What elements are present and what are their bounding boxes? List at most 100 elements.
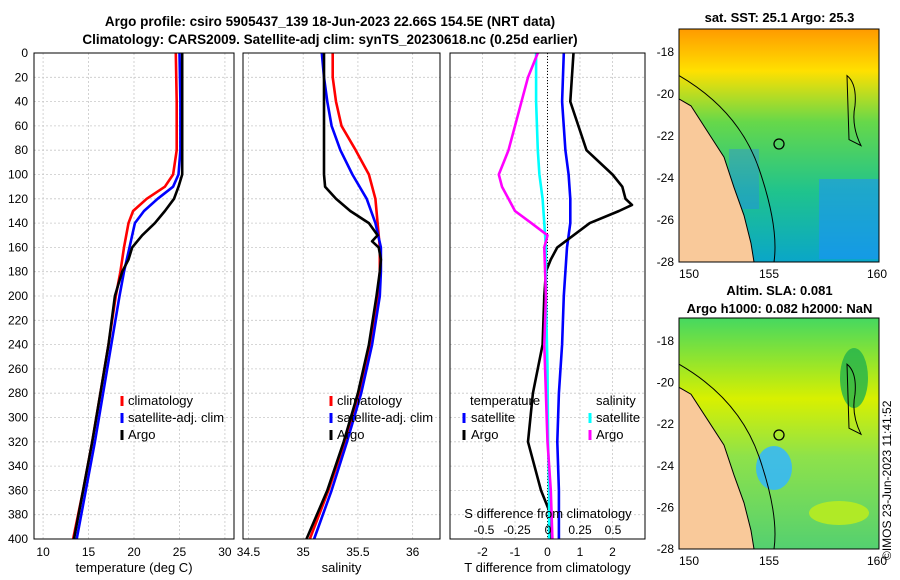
x-axis-label: temperature (deg C): [75, 560, 192, 575]
map-y-tick-label: -24: [657, 171, 675, 185]
depth-tick-label: 0: [21, 46, 28, 60]
x-axis-label: salinity: [322, 560, 362, 575]
map-frame: [678, 317, 880, 550]
map-y-tick-label: -26: [657, 213, 675, 227]
x-tick-label: 35: [297, 545, 311, 559]
map-y-tick-label: -28: [657, 255, 675, 269]
legend-label: satellite-adj. clim: [128, 410, 224, 425]
depth-tick-label: 340: [8, 459, 28, 473]
map-frame: [678, 28, 880, 263]
series-line-temperature-argo: [526, 52, 634, 539]
sla-patch: [809, 501, 869, 525]
x-tick-label: 2: [609, 545, 616, 559]
x-tick-label: 1: [577, 545, 584, 559]
map-x-tick-label: 160: [867, 554, 887, 568]
x-tick-label: 25: [173, 545, 187, 559]
depth-tick-label: 360: [8, 483, 28, 497]
series-line-satellite-adj-clim: [75, 52, 182, 540]
top-x-tick-label: 0: [545, 523, 552, 537]
argo-location-marker: [773, 429, 785, 441]
sla-map: 150 155 160 -18 -20 -22 -24 -26 -28: [657, 317, 887, 568]
depth-tick-label: 160: [8, 240, 28, 254]
series-line-temperature-satellite: [555, 52, 572, 539]
map-y-tick-label: -22: [657, 417, 675, 431]
map-y-tick-label: -20: [657, 376, 675, 390]
depth-tick-label: 400: [8, 532, 28, 546]
map-y-tick-label: -22: [657, 129, 675, 143]
x-tick-label: 36: [406, 545, 420, 559]
depth-tick-label: 180: [8, 265, 28, 279]
map-y-tick-label: -24: [657, 459, 675, 473]
panel-frame: [449, 52, 646, 540]
argo-location-marker: [773, 138, 785, 150]
sst-map-title: sat. SST: 25.1 Argo: 25.3: [704, 10, 855, 25]
legend-label: climatology: [128, 393, 194, 408]
depth-tick-label: 140: [8, 216, 28, 230]
map-x-tick-label: 150: [679, 267, 699, 281]
legend-label: Argo: [128, 427, 155, 442]
depth-tick-label: 220: [8, 313, 28, 327]
x-tick-label: 30: [218, 545, 232, 559]
map-y-tick-label: -28: [657, 542, 675, 556]
depth-tick-label: 100: [8, 168, 28, 182]
top-x-tick-label: -0.25: [503, 523, 531, 537]
sla-map-title: Altim. SLA: 0.081: [726, 283, 833, 298]
depth-tick-label: 300: [8, 411, 28, 425]
sla-patch: [840, 348, 868, 408]
depth-tick-label: 60: [15, 119, 29, 133]
bathymetry-contour: [846, 363, 863, 436]
sla-low-patch: [756, 446, 792, 490]
legend-label: satellite: [471, 410, 515, 425]
figure-title-line1: Argo profile: csiro 5905437_139 18-Jun-2…: [104, 14, 556, 29]
figure-title-line2: Climatology: CARS2009. Satellite-adj cli…: [82, 32, 578, 47]
depth-tick-label: 380: [8, 508, 28, 522]
depth-tick-label: 80: [15, 143, 29, 157]
maps-group: 150 155 160 -18 -20 -22 -24 -26 -28 150 155 160 -18 -…: [657, 28, 887, 568]
x-tick-label: -1: [510, 545, 521, 559]
depth-tick-label: 260: [8, 362, 28, 376]
legend-label: satellite: [596, 410, 640, 425]
legend-label: Argo: [596, 427, 623, 442]
salinity-panel: 34.5 35 35.5 36 salinity climatology satellite…: [237, 52, 441, 575]
series-line-argo: [305, 53, 383, 540]
depth-tick-label: 240: [8, 338, 28, 352]
map-x-tick-label: 150: [679, 554, 699, 568]
depth-tick-label: 20: [15, 70, 29, 84]
depth-tick-label: 320: [8, 435, 28, 449]
depth-tick-label: 200: [8, 289, 28, 303]
x-tick-label: 34.5: [237, 545, 261, 559]
map-y-tick-label: -20: [657, 87, 675, 101]
top-x-tick-label: 0.25: [568, 523, 592, 537]
map-x-tick-label: 155: [759, 267, 779, 281]
panel-frame: [242, 52, 441, 540]
legend-title-salinity: salinity: [596, 393, 636, 408]
x-tick-label: 0: [544, 545, 551, 559]
panel-frame: [33, 52, 235, 540]
x-axis-label: T difference from climatology: [464, 560, 631, 575]
sst-map: 150 155 160 -18 -20 -22 -24 -26 -28: [657, 28, 887, 281]
top-x-tick-label: -0.5: [474, 523, 495, 537]
map-y-tick-label: -18: [657, 334, 675, 348]
bathymetry-contour: [678, 75, 776, 263]
imos-timestamp: ©IMOS 23-Jun-2023 11:41:52: [880, 400, 894, 560]
legend-label: satellite-adj. clim: [337, 410, 433, 425]
series-line-argo: [72, 53, 184, 540]
legend-label: Argo: [337, 427, 364, 442]
x-tick-label: 20: [127, 545, 141, 559]
map-y-tick-label: -26: [657, 500, 675, 514]
depth-tick-label: 40: [15, 95, 29, 109]
depth-axis: 0 20 40 60 80 100 120 140 160 180 200 220 240 260 280 3…: [8, 46, 28, 546]
map-x-tick-label: 155: [759, 554, 779, 568]
x-tick-label: 10: [36, 545, 50, 559]
map-y-tick-label: -18: [657, 45, 675, 59]
x-tick-label: 35.5: [346, 545, 370, 559]
map-x-tick-label: 160: [867, 267, 887, 281]
cool-water-patch: [819, 179, 879, 259]
series-line-salinity-argo: [497, 52, 554, 540]
bathymetry-contour: [846, 74, 863, 147]
top-x-tick-label: 0.5: [605, 523, 622, 537]
depth-tick-label: 280: [8, 386, 28, 400]
legend-label: Argo: [471, 427, 498, 442]
argo-height-title: Argo h1000: 0.082 h2000: NaN: [686, 301, 873, 316]
